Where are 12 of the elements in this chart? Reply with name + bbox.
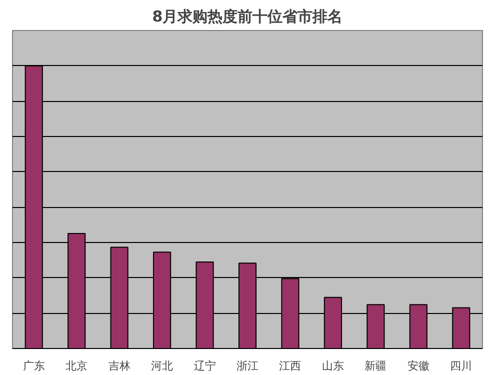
- x-tick-label: 浙江: [236, 360, 258, 372]
- x-tick-label: 辽宁: [194, 360, 216, 372]
- x-tick-label: 新疆: [364, 360, 387, 372]
- x-tick-label: 河北: [151, 360, 174, 372]
- x-tick-label: 吉林: [108, 360, 130, 372]
- x-tick-label: 四川: [450, 360, 472, 372]
- x-tick-label: 山东: [322, 360, 344, 372]
- x-tick-label: 安徽: [407, 360, 430, 372]
- x-tick-label: 江西: [279, 360, 302, 372]
- x-tick-label: 广东: [22, 360, 45, 372]
- chart-title: 8月求购热度前十位省市排名: [152, 8, 343, 26]
- x-tick-label: 北京: [66, 360, 88, 372]
